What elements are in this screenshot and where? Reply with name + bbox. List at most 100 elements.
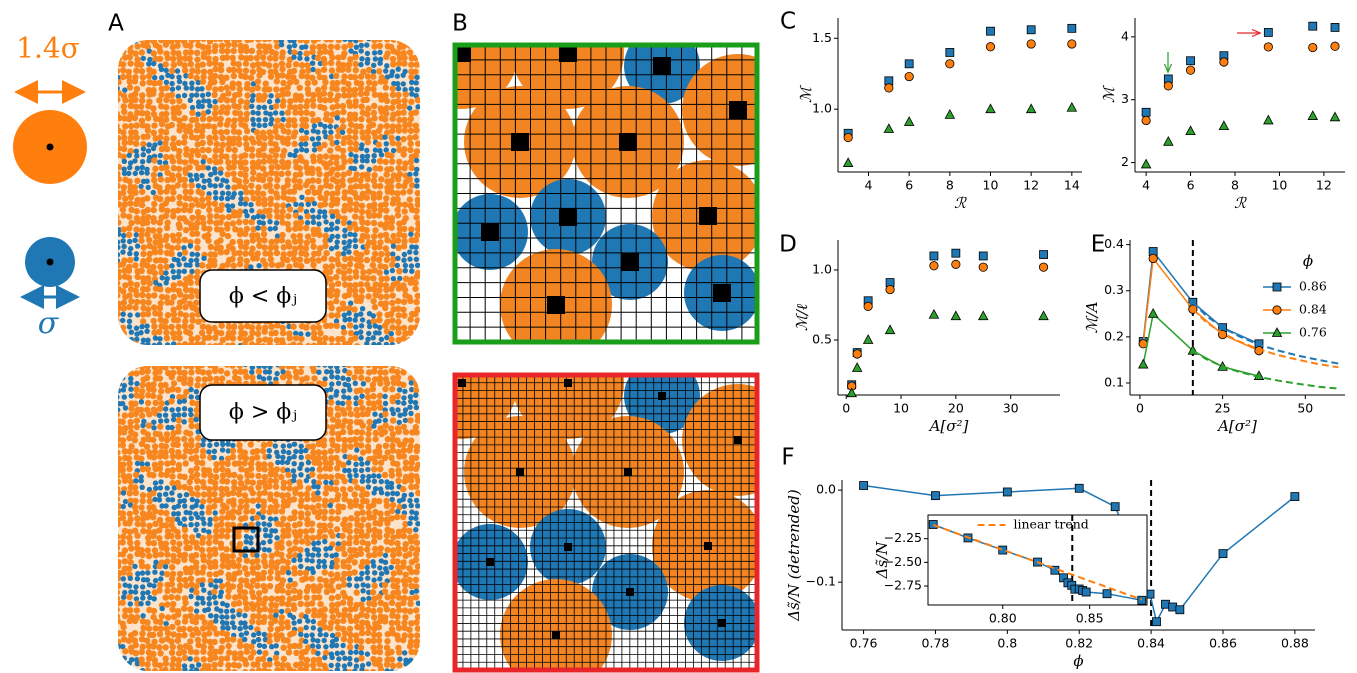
particle bbox=[395, 245, 401, 251]
particle bbox=[187, 207, 193, 213]
particle bbox=[297, 37, 303, 43]
particle bbox=[327, 466, 333, 472]
particle bbox=[352, 455, 358, 461]
particle bbox=[376, 317, 382, 323]
particle bbox=[285, 460, 290, 465]
particle bbox=[256, 105, 261, 110]
particle bbox=[187, 164, 193, 170]
particle bbox=[383, 443, 389, 449]
particle bbox=[298, 503, 304, 509]
particle bbox=[251, 122, 256, 127]
particle bbox=[304, 56, 309, 61]
particle bbox=[116, 274, 122, 280]
particle bbox=[341, 207, 347, 213]
particle bbox=[152, 596, 157, 601]
particle bbox=[183, 312, 189, 318]
particle bbox=[139, 189, 145, 195]
particle bbox=[340, 423, 346, 429]
particle bbox=[134, 515, 140, 521]
particle bbox=[390, 552, 396, 558]
particle bbox=[396, 551, 402, 557]
particle bbox=[213, 510, 218, 515]
particle bbox=[134, 326, 139, 331]
particle bbox=[372, 50, 377, 55]
particle bbox=[224, 122, 230, 128]
particle bbox=[408, 141, 414, 147]
particle bbox=[345, 81, 351, 87]
particle bbox=[250, 237, 256, 243]
particle bbox=[165, 614, 171, 620]
particle bbox=[406, 447, 412, 453]
particle bbox=[181, 139, 187, 145]
particle bbox=[181, 453, 187, 459]
particle bbox=[146, 148, 151, 153]
occupied-cell bbox=[653, 57, 671, 75]
particle bbox=[237, 362, 243, 368]
particle bbox=[129, 393, 134, 398]
particle bbox=[328, 312, 334, 318]
particle bbox=[199, 262, 205, 268]
particle bbox=[145, 214, 151, 220]
particle bbox=[146, 529, 152, 535]
particle bbox=[296, 178, 302, 184]
particle bbox=[164, 146, 170, 152]
particle bbox=[205, 232, 211, 238]
particle bbox=[139, 630, 145, 636]
particle bbox=[379, 479, 384, 484]
particle bbox=[132, 437, 138, 443]
particle bbox=[257, 643, 262, 648]
particle bbox=[144, 133, 150, 139]
particle bbox=[395, 176, 401, 182]
particle bbox=[236, 600, 242, 606]
particle bbox=[120, 129, 126, 135]
particle bbox=[383, 54, 389, 60]
particle bbox=[144, 619, 150, 625]
particle bbox=[347, 486, 353, 492]
particle bbox=[164, 264, 170, 270]
particle bbox=[340, 462, 346, 468]
particle bbox=[359, 394, 364, 399]
particle bbox=[236, 662, 242, 668]
particle bbox=[169, 448, 175, 454]
particle bbox=[371, 63, 376, 68]
particle bbox=[359, 667, 364, 672]
particle bbox=[156, 227, 162, 233]
particle bbox=[146, 553, 152, 559]
particle bbox=[213, 461, 219, 467]
particle bbox=[366, 331, 371, 336]
particle bbox=[406, 551, 412, 557]
particle bbox=[311, 220, 316, 225]
particle bbox=[164, 280, 169, 285]
particle bbox=[382, 369, 388, 375]
particle bbox=[274, 466, 280, 472]
particle bbox=[329, 343, 335, 349]
particle bbox=[401, 73, 406, 78]
particle bbox=[347, 261, 353, 267]
particle bbox=[170, 467, 176, 473]
particle bbox=[311, 625, 316, 630]
particle bbox=[194, 465, 200, 471]
particle bbox=[388, 540, 394, 546]
particle bbox=[225, 593, 231, 599]
particle bbox=[114, 292, 120, 298]
particle bbox=[113, 214, 119, 220]
particle bbox=[170, 453, 176, 459]
particle bbox=[122, 558, 128, 564]
particle bbox=[413, 619, 419, 625]
particle bbox=[121, 42, 127, 48]
particle bbox=[274, 194, 280, 200]
occupied-cell bbox=[621, 253, 639, 271]
particle bbox=[128, 194, 134, 200]
particle bbox=[139, 369, 145, 375]
particle bbox=[377, 270, 383, 276]
particle bbox=[285, 213, 291, 219]
particle bbox=[315, 250, 321, 256]
particle bbox=[358, 563, 364, 569]
particle bbox=[353, 38, 358, 43]
particle bbox=[243, 508, 249, 514]
particle bbox=[188, 417, 194, 423]
particle bbox=[194, 56, 200, 62]
particle bbox=[303, 575, 309, 581]
particle bbox=[231, 117, 237, 123]
particle bbox=[189, 490, 195, 496]
